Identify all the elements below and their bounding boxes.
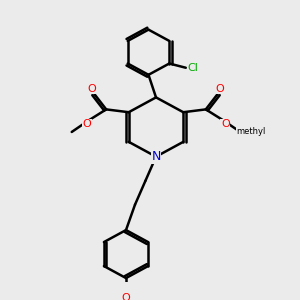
Text: O: O: [216, 84, 225, 94]
Text: O: O: [221, 119, 230, 129]
Text: methyl: methyl: [236, 128, 266, 136]
Text: O: O: [122, 293, 130, 300]
Text: O: O: [82, 119, 91, 129]
Text: O: O: [87, 84, 96, 94]
Text: N: N: [151, 150, 161, 163]
Text: Cl: Cl: [188, 63, 199, 73]
